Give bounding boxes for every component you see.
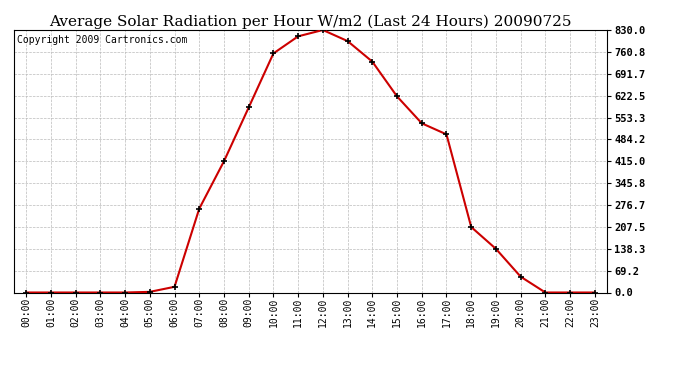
Text: Copyright 2009 Cartronics.com: Copyright 2009 Cartronics.com xyxy=(17,35,187,45)
Title: Average Solar Radiation per Hour W/m2 (Last 24 Hours) 20090725: Average Solar Radiation per Hour W/m2 (L… xyxy=(49,15,572,29)
